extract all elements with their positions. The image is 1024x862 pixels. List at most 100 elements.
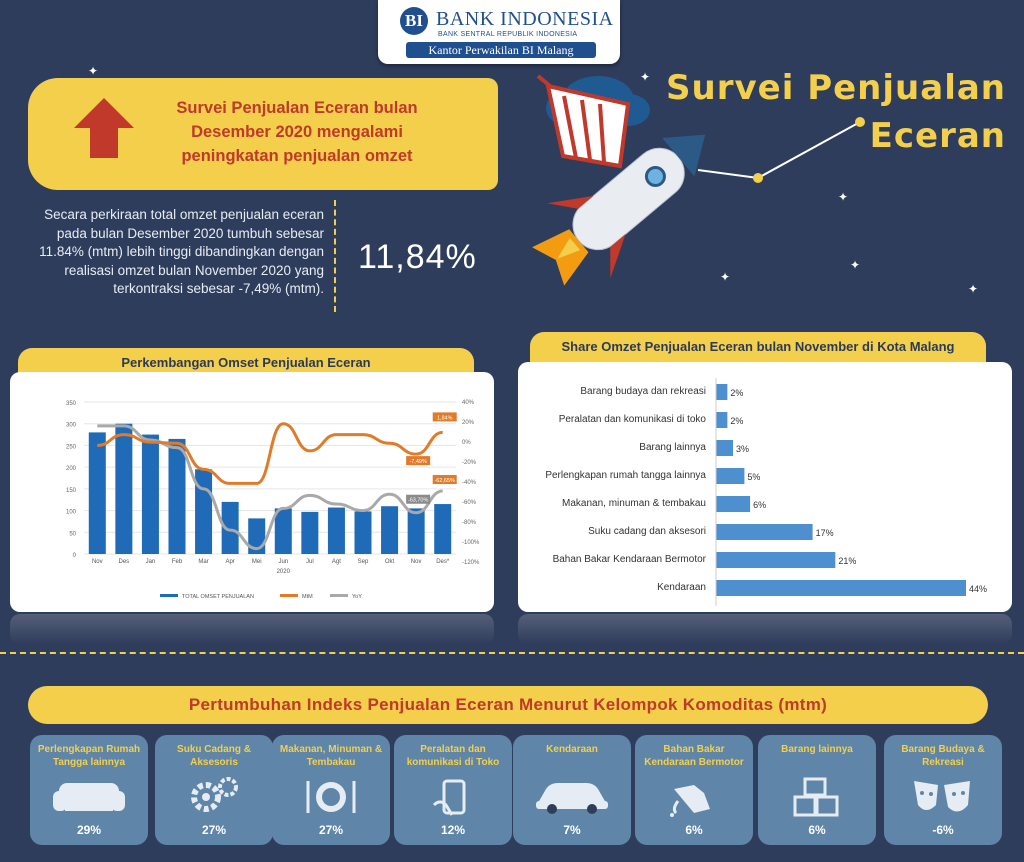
y-tick-label: 0 xyxy=(73,553,77,559)
commodity-card: Suku Cadang & Aksesoris 27% xyxy=(155,735,273,845)
x-year-label: 2020 xyxy=(277,569,291,575)
omset-bar xyxy=(195,469,213,554)
trail-dot-icon xyxy=(753,173,763,183)
share-value-label: 17% xyxy=(816,528,834,538)
y2-tick-label: 20% xyxy=(462,420,475,426)
data-label: 1,84% xyxy=(437,415,453,421)
mtm-line xyxy=(97,422,443,485)
legend-label: TOTAL OMSET PENJUALAN xyxy=(182,594,254,600)
share-bar xyxy=(716,412,728,428)
commodity-value: 27% xyxy=(318,823,344,837)
share-bar xyxy=(716,580,966,596)
omset-chart-title-text: Perkembangan Omset Penjualan Eceran xyxy=(121,355,371,370)
commodity-label: Peralatan dan komunikasi di Toko xyxy=(406,744,500,768)
page-title-line2: Eceran xyxy=(869,116,1006,156)
boxes-icon xyxy=(793,777,839,817)
share-value-label: 21% xyxy=(838,556,856,566)
yoy-line xyxy=(97,424,443,551)
omset-bar xyxy=(115,423,133,554)
share-bar xyxy=(716,524,813,540)
bank-name: BANK INDONESIA xyxy=(436,8,614,30)
x-tick-label: Mar xyxy=(198,559,208,565)
legend-label: MtM xyxy=(302,594,313,600)
commodity-value: 6% xyxy=(808,823,826,837)
plate-cutlery-icon xyxy=(306,781,356,813)
trail-dot-icon xyxy=(855,117,865,127)
chart-reflection xyxy=(518,614,1012,644)
share-bar xyxy=(716,440,734,456)
omset-bar xyxy=(434,504,452,554)
bi-logo-icon: BI xyxy=(400,7,428,35)
y-tick-label: 200 xyxy=(66,466,77,472)
share-value-label: 2% xyxy=(730,388,743,398)
data-label-box xyxy=(406,494,431,504)
commodity-card: Barang lainnya 6% xyxy=(758,735,876,845)
y2-tick-label: -40% xyxy=(462,480,477,486)
up-arrow-icon xyxy=(74,98,134,158)
x-tick-label: Jan xyxy=(146,559,156,565)
data-label: -63,70% xyxy=(408,498,429,504)
share-value-label: 44% xyxy=(969,584,987,594)
office-name: Kantor Perwakilan BI Malang xyxy=(406,42,596,58)
legend-swatch xyxy=(280,594,298,597)
data-label-box xyxy=(432,475,457,485)
star-decoration: ✦ xyxy=(640,70,651,84)
category-label: Peralatan dan komunikasi di toko xyxy=(559,414,707,425)
share-value-label: 2% xyxy=(730,416,743,426)
headline-text: Survei Penjualan Eceran bulan Desember 2… xyxy=(176,99,418,165)
x-tick-label: Des xyxy=(119,559,130,565)
y2-tick-label: -20% xyxy=(462,460,477,466)
data-label: -7,49% xyxy=(409,459,427,465)
share-chart-title-text: Share Omzet Penjualan Eceran bulan Novem… xyxy=(561,339,955,354)
x-tick-label: Nov xyxy=(411,559,422,565)
share-value-label: 3% xyxy=(736,444,749,454)
car-icon xyxy=(536,783,608,814)
star-decoration: ✦ xyxy=(850,258,861,272)
y2-tick-label: 0% xyxy=(462,440,471,446)
category-label: Perlengkapan rumah tangga lainnya xyxy=(545,470,706,481)
share-chart: Barang budaya dan rekreasi 2% Peralatan da… xyxy=(545,378,987,606)
x-tick-label: Nov xyxy=(92,559,103,565)
page-title-line1: Survei Penjualan xyxy=(666,68,1006,108)
commodity-value: 6% xyxy=(685,823,703,837)
data-label-box xyxy=(432,412,457,422)
star-decoration: ✦ xyxy=(88,64,99,78)
commodity-label: Bahan Bakar Kendaraan Bermotor xyxy=(644,744,744,768)
share-bar xyxy=(716,468,745,484)
x-tick-label: Sep xyxy=(358,559,369,565)
commodity-value: -6% xyxy=(932,823,954,837)
legend-label: YoY xyxy=(352,594,362,600)
summary-text: Secara perkiraan total omzet penjualan e… xyxy=(39,207,324,296)
share-bar xyxy=(716,384,728,400)
share-bar xyxy=(716,552,836,568)
commodity-value: 7% xyxy=(563,823,581,837)
commodity-card: Perlengkapan Rumah Tangga lainnya 29% xyxy=(30,735,148,845)
omset-bar xyxy=(168,438,186,554)
fuel-nozzle-icon xyxy=(670,785,710,817)
x-tick-label: Des* xyxy=(436,559,450,565)
x-tick-label: Feb xyxy=(172,559,183,565)
commodity-label: Kendaraan xyxy=(546,744,598,755)
share-bar xyxy=(716,496,751,512)
commodity-label: Barang Budaya & Rekreasi xyxy=(901,744,985,768)
y2-tick-label: -80% xyxy=(462,520,477,526)
commodity-card: Bahan Bakar Kendaraan Bermotor 6% xyxy=(635,735,753,845)
omset-bar xyxy=(141,434,159,554)
omset-bar xyxy=(301,511,319,554)
x-tick-label: Jun xyxy=(278,559,288,565)
x-tick-label: Okt xyxy=(385,559,395,565)
divider xyxy=(334,200,336,312)
commodity-card: Peralatan dan komunikasi di Toko 12% xyxy=(394,735,512,845)
category-label: Kendaraan xyxy=(657,582,706,593)
phone-hand-icon xyxy=(432,779,466,816)
star-decoration: ✦ xyxy=(720,270,731,284)
chart-reflection xyxy=(10,614,494,644)
omset-chart: 350 300 250 200 150 100 50 0 40% 20% 0% -20% -40% -60… xyxy=(66,400,480,600)
sofa-icon xyxy=(53,783,125,811)
category-label: Barang lainnya xyxy=(639,442,706,453)
omset-bar xyxy=(354,511,372,554)
category-label: Bahan Bakar Kendaraan Bermotor xyxy=(553,554,707,565)
y-tick-label: 300 xyxy=(66,423,77,429)
commodity-value: 29% xyxy=(76,823,102,837)
y2-tick-label: -100% xyxy=(462,540,480,546)
